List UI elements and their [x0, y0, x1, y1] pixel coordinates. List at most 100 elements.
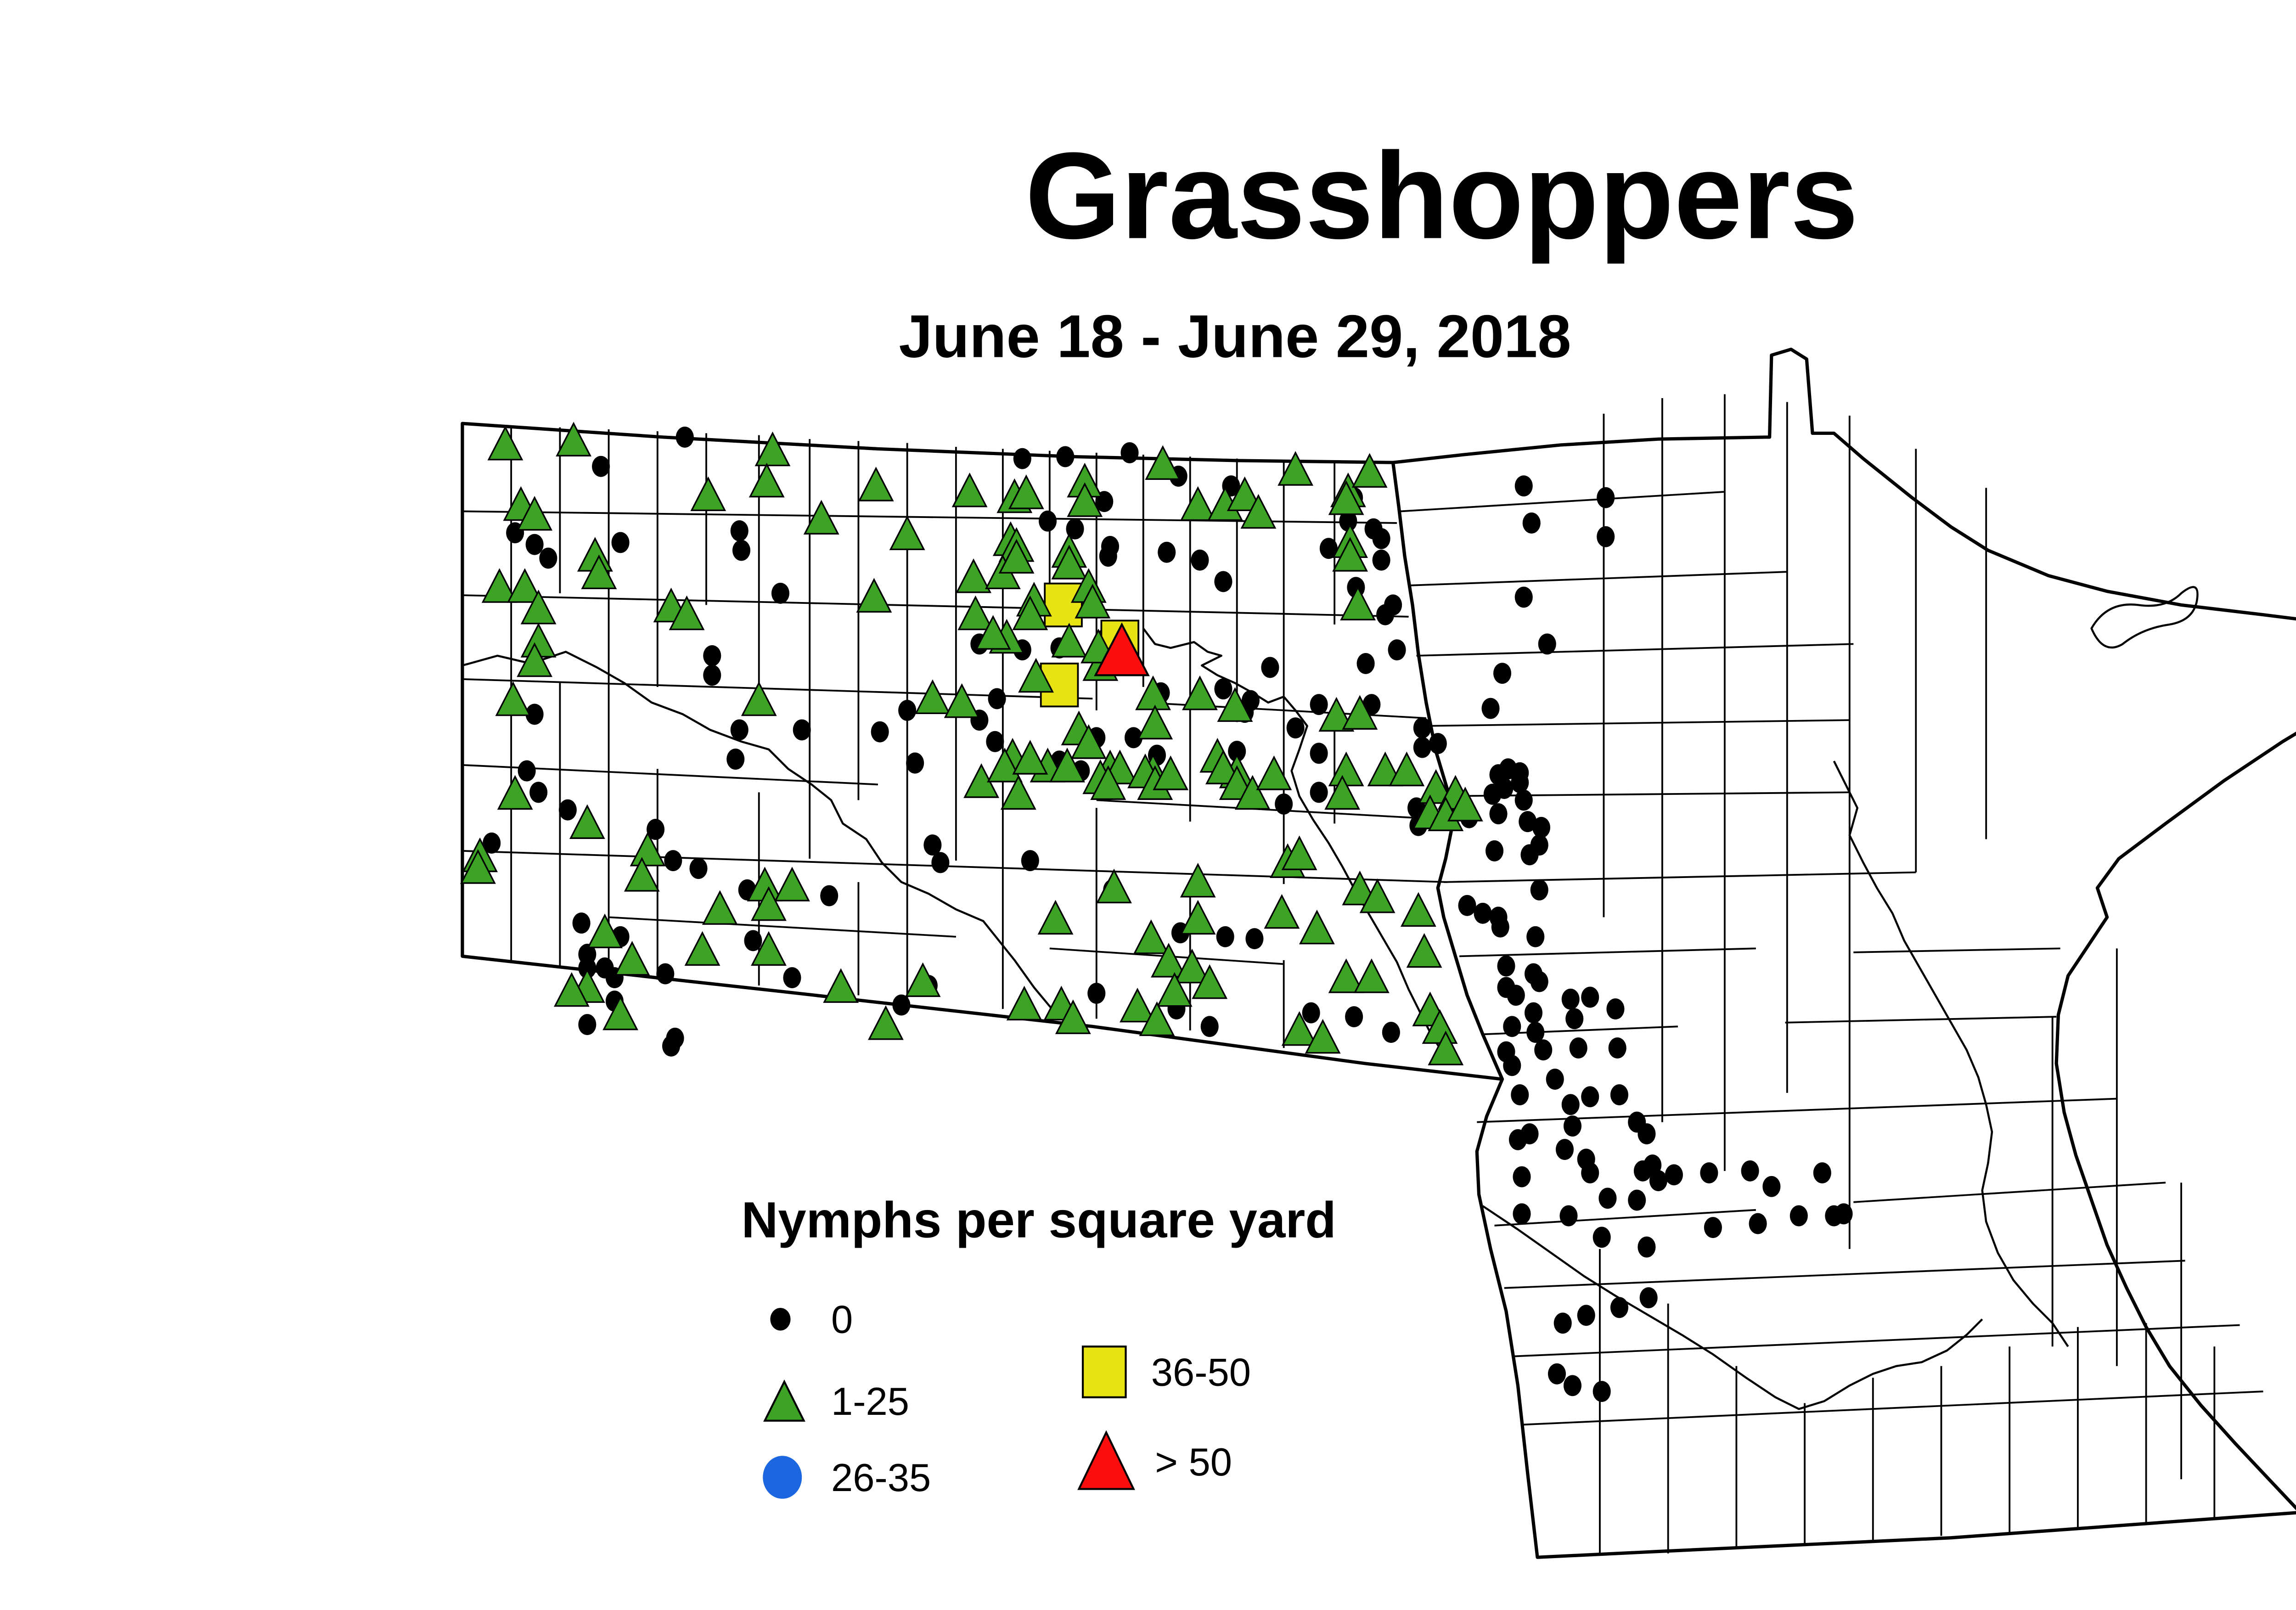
- marker-triangle-1-25: [1227, 476, 1263, 511]
- river-line: [1142, 628, 1456, 1064]
- marker-dot-0: [898, 699, 917, 721]
- marker-dot-0: [730, 520, 748, 541]
- marker-triangle-1-25: [1049, 748, 1085, 782]
- marker-dot-0: [1511, 1084, 1529, 1106]
- marker-dot-0: [1561, 1094, 1580, 1115]
- marker-triangle-1-25: [684, 931, 720, 966]
- marker-triangle-gt50: [1094, 622, 1150, 676]
- county-boundary: [1424, 719, 1850, 727]
- legend-item-0: 0: [770, 1298, 853, 1342]
- marker-triangle-1-25: [1281, 835, 1317, 870]
- marker-triangle-1-25: [748, 462, 785, 498]
- marker-triangle-1-25: [1418, 769, 1454, 804]
- marker-dot-0: [1356, 653, 1375, 674]
- legend-red-triangle-icon: [1077, 1430, 1135, 1490]
- marker-triangle-1-25: [1070, 724, 1107, 759]
- legend-item-36-50: 36-50: [1081, 1345, 1251, 1398]
- marker-dot-0: [871, 721, 889, 743]
- marker-triangle-1-25: [914, 679, 951, 714]
- marker-dot-0: [1039, 510, 1057, 532]
- markers-red-triangles: [1094, 622, 1150, 676]
- marker-triangle-1-25: [1180, 900, 1216, 935]
- marker-dot-0: [1555, 1139, 1574, 1160]
- marker-dot-0: [1458, 895, 1476, 916]
- marker-dot-0: [592, 456, 610, 477]
- county-boundary: [1444, 871, 1916, 883]
- marker-dot-0: [1700, 1162, 1718, 1184]
- marker-triangle-1-25: [868, 1005, 904, 1040]
- marker-dot-0: [518, 760, 536, 782]
- marker-dot-0: [647, 819, 665, 840]
- marker-dot-0: [1581, 1086, 1599, 1108]
- marker-dot-0: [1191, 549, 1209, 571]
- marker-triangle-1-25: [587, 913, 623, 948]
- marker-triangle-1-25: [1406, 933, 1442, 968]
- marker-triangle-1-25: [1153, 755, 1189, 790]
- marker-triangle-1-25: [1353, 958, 1390, 993]
- marker-triangle-1-25: [1205, 749, 1241, 784]
- page-subtitle: June 18 - June 29, 2018: [899, 303, 1571, 370]
- marker-dot-0: [1825, 1205, 1843, 1227]
- legend-item-label: 26-35: [831, 1456, 931, 1500]
- marker-triangle-1-25: [1359, 878, 1396, 913]
- marker-triangle-1-25: [741, 681, 777, 716]
- marker-dot-0: [1762, 1176, 1781, 1197]
- marker-dot-0: [1491, 916, 1509, 938]
- marker-dot-0: [783, 967, 801, 989]
- marker-dot-0: [525, 704, 544, 725]
- marker-dot-0: [1429, 733, 1447, 754]
- marker-square-36-50: [1044, 582, 1083, 628]
- marker-dot-0: [1372, 549, 1390, 571]
- marker-dot-0: [1559, 1205, 1578, 1227]
- marker-triangle-1-25: [495, 681, 531, 716]
- legend-circle-icon: [763, 1456, 802, 1499]
- marker-dot-0: [1319, 538, 1338, 559]
- marker-triangle-1-25: [1240, 494, 1277, 529]
- legend-item-gt50: > 50: [1077, 1430, 1232, 1490]
- markers-green-triangles: [460, 422, 1483, 1065]
- marker-triangle-1-25: [702, 890, 738, 925]
- marker-triangle-1-25: [1055, 999, 1091, 1034]
- marker-dot-0: [1481, 698, 1500, 719]
- marker-dot-0: [1497, 955, 1515, 977]
- marker-dot-0: [483, 832, 501, 854]
- marker-triangle-1-25: [754, 431, 791, 467]
- marker-triangle-1-25: [1145, 445, 1181, 480]
- marker-dot-0: [1485, 840, 1504, 861]
- marker-triangle-1-25: [1318, 697, 1355, 732]
- marker-dot-0: [1749, 1213, 1767, 1234]
- marker-dot-0: [578, 1014, 597, 1036]
- marker-dot-0: [1474, 902, 1492, 924]
- marker-dot-0: [1546, 1069, 1564, 1090]
- marker-dot-0: [1056, 446, 1075, 467]
- marker-triangle-1-25: [1018, 658, 1054, 693]
- marker-dot-0: [1522, 512, 1541, 534]
- marker-dot-0: [1526, 1022, 1545, 1043]
- marker-dot-0: [1665, 1164, 1683, 1186]
- marker-dot-0: [1593, 1227, 1611, 1248]
- marker-dot-0: [1489, 803, 1508, 825]
- marker-triangle-1-25: [998, 539, 1035, 574]
- marker-dot-0: [1413, 717, 1431, 739]
- marker-dot-0: [578, 957, 597, 979]
- marker-triangle-1-25: [1133, 919, 1169, 954]
- marker-triangle-1-25: [481, 568, 518, 603]
- marker-triangle-1-25: [1037, 900, 1074, 935]
- marker-triangle-1-25: [823, 968, 859, 1003]
- marker-dot-0: [1638, 1236, 1656, 1258]
- marker-dot-0: [1507, 985, 1525, 1006]
- marker-dot-0: [675, 426, 694, 448]
- marker-triangle-1-25: [944, 683, 980, 718]
- marker-dot-0: [1245, 928, 1264, 950]
- marker-dot-0: [1120, 442, 1139, 463]
- marker-dot-0: [988, 688, 1006, 709]
- county-boundary: [1494, 1209, 1756, 1227]
- county-boundary: [1096, 799, 1448, 821]
- marker-triangle-1-25: [951, 472, 988, 507]
- marker-dot-0: [1372, 528, 1390, 549]
- marker-triangle-1-25: [1051, 623, 1087, 658]
- marker-triangle-1-25: [1180, 862, 1216, 898]
- marker-dot-0: [1286, 717, 1305, 739]
- marker-triangle-1-25: [1299, 909, 1335, 945]
- marker-triangle-1-25: [1012, 740, 1048, 775]
